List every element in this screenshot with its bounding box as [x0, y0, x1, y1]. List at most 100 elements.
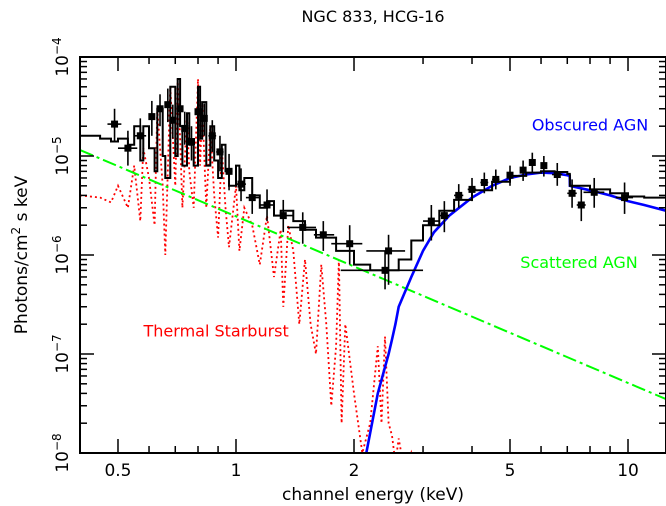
- data-point-marker: [519, 166, 527, 174]
- data-point: [181, 111, 189, 145]
- data-point-marker: [194, 108, 202, 116]
- data-point: [480, 172, 489, 194]
- x-tick-label: 5: [505, 461, 516, 481]
- y-axis-label-sup: 2: [9, 227, 23, 235]
- series-obscured-agn: [365, 171, 666, 453]
- data-point-marker: [568, 189, 576, 197]
- data-point-marker: [200, 114, 208, 122]
- x-tick-label: 0.5: [104, 461, 131, 481]
- data-point-marker: [492, 175, 500, 183]
- annotation-scattered-agn: Scattered AGN: [520, 253, 638, 272]
- data-point-marker: [455, 191, 463, 199]
- y-tick-base: 10: [53, 154, 73, 176]
- data-point: [583, 177, 605, 208]
- data-point: [576, 189, 586, 222]
- data-point: [148, 100, 156, 136]
- y-tick-base: 10: [53, 352, 73, 374]
- data-point-marker: [111, 120, 119, 128]
- data-point-marker: [440, 212, 448, 220]
- x-tick-labels: 0.5 1 2 5 10: [104, 461, 638, 481]
- data-point-marker: [237, 180, 245, 188]
- x-axis-label: channel energy (keV): [282, 485, 464, 505]
- data-point: [552, 162, 563, 186]
- data-point: [615, 182, 634, 214]
- data-point-marker: [528, 158, 536, 166]
- data-point-marker: [248, 194, 256, 202]
- data-point: [567, 179, 577, 208]
- y-tick-label: 10−6: [50, 235, 73, 274]
- y-tick-label: 10−5: [50, 136, 73, 175]
- data-point: [188, 126, 196, 161]
- data-point: [528, 152, 536, 173]
- y-tick-base: 10: [53, 253, 73, 275]
- y-tick-labels: 10−810−710−610−510−4: [50, 37, 73, 472]
- annotation-obscured-agn: Obscured AGN: [532, 116, 648, 135]
- data-point-marker: [169, 116, 177, 124]
- data-point: [200, 103, 208, 136]
- data-point: [540, 156, 548, 177]
- y-axis-label-pre: Photons/cm: [12, 234, 32, 334]
- data-point-marker: [188, 138, 196, 146]
- data-point: [169, 104, 177, 139]
- y-tick-exp: −8: [50, 433, 64, 451]
- y-tick-exp: −5: [50, 136, 64, 154]
- data-point: [134, 118, 147, 156]
- data-point-marker: [263, 201, 271, 209]
- annotations-layer: Obscured AGN Scattered AGN Thermal Starbur…: [143, 116, 649, 341]
- data-point-marker: [577, 201, 585, 209]
- data-point-marker: [385, 247, 393, 255]
- data-point: [439, 201, 450, 233]
- series-scattered-agn: [80, 149, 666, 401]
- data-point-marker: [540, 162, 548, 170]
- annotation-thermal-starburst: Thermal Starburst: [143, 322, 289, 341]
- data-point: [340, 250, 424, 290]
- x-tick-label: 2: [349, 461, 360, 481]
- data-point: [216, 135, 224, 172]
- data-point-marker: [480, 178, 488, 186]
- data-point-marker: [208, 132, 216, 140]
- data-point-marker: [346, 240, 354, 248]
- data-point: [423, 204, 440, 241]
- data-point-marker: [621, 194, 629, 202]
- data-point-marker: [216, 148, 224, 156]
- y-axis-label: Photons/cm2 s keV: [9, 175, 32, 334]
- data-point: [467, 177, 477, 202]
- data-point: [176, 91, 184, 127]
- ticks-layer: [79, 56, 666, 454]
- data-point: [156, 94, 164, 127]
- data-point: [117, 130, 138, 166]
- data-point: [454, 184, 464, 208]
- data-point-marker: [136, 132, 144, 140]
- chart-title: NGC 833, HCG-16: [301, 7, 444, 26]
- y-tick-base: 10: [53, 451, 73, 473]
- y-tick-exp: −4: [50, 37, 64, 55]
- data-point: [287, 212, 317, 244]
- data-point: [208, 120, 217, 152]
- data-point-marker: [225, 167, 233, 175]
- data-point-marker: [381, 266, 389, 274]
- y-tick-exp: −6: [50, 235, 64, 253]
- data-point-marker: [319, 231, 327, 239]
- data-point: [164, 88, 172, 123]
- y-tick-label: 10−7: [50, 334, 73, 373]
- data-point-marker: [176, 105, 184, 113]
- data-point: [245, 181, 260, 214]
- data-point: [259, 189, 274, 222]
- data-point: [235, 168, 246, 202]
- series-layer: [80, 78, 666, 453]
- data-point: [225, 153, 233, 191]
- data-point: [273, 199, 294, 233]
- data-point-marker: [553, 171, 561, 179]
- y-tick-base: 10: [53, 55, 73, 77]
- data-point: [107, 108, 122, 142]
- data-point-marker: [506, 171, 514, 179]
- data-point-marker: [590, 188, 598, 196]
- y-tick-label: 10−4: [50, 37, 73, 76]
- data-point: [194, 96, 202, 129]
- data-point-marker: [468, 185, 476, 193]
- x-tick-label: 1: [231, 461, 242, 481]
- data-point-marker: [427, 217, 435, 225]
- data-point: [313, 221, 335, 251]
- y-axis-label-post: s keV: [12, 175, 32, 226]
